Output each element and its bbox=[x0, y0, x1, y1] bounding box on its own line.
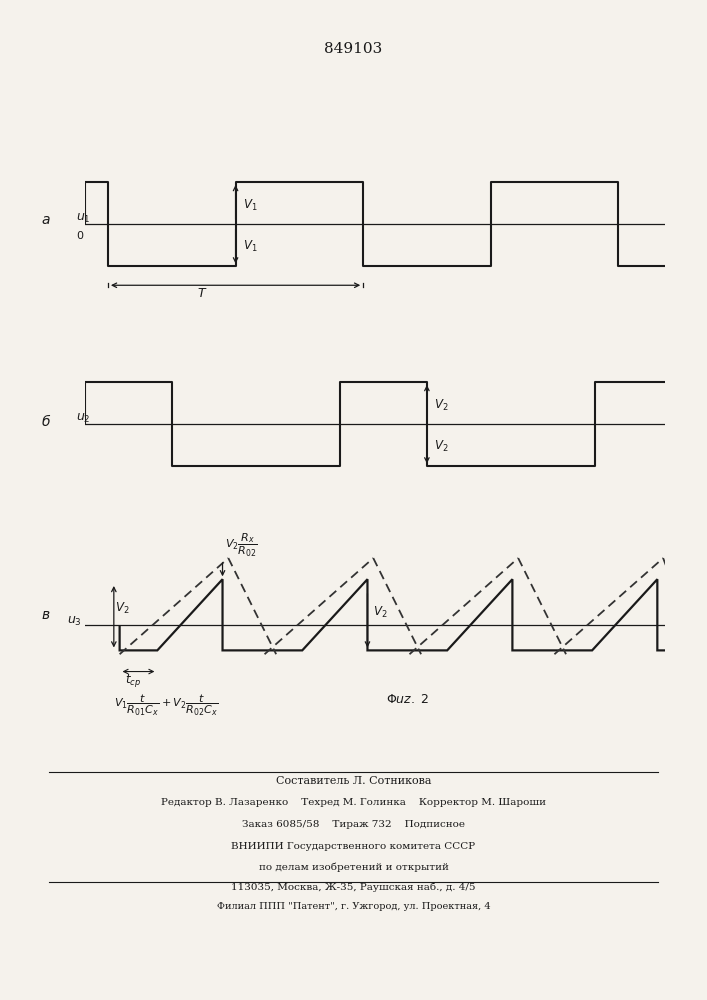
Text: $V_2$: $V_2$ bbox=[434, 398, 448, 413]
Text: 113035, Москва, Ж-35, Раушская наб., д. 4/5: 113035, Москва, Ж-35, Раушская наб., д. … bbox=[231, 882, 476, 892]
Text: $V_1$: $V_1$ bbox=[243, 198, 257, 213]
Text: ВНИИПИ Государственного комитета СССР: ВНИИПИ Государственного комитета СССР bbox=[231, 842, 476, 851]
Text: Составитель Л. Сотникова: Составитель Л. Сотникова bbox=[276, 776, 431, 786]
Text: $V_2$: $V_2$ bbox=[373, 605, 387, 620]
Text: $V_2\dfrac{R_x}{R_{02}}$: $V_2\dfrac{R_x}{R_{02}}$ bbox=[226, 532, 258, 559]
Text: $0$: $0$ bbox=[76, 229, 84, 241]
Text: Филиал ППП "Патент", г. Ужгород, ул. Проектная, 4: Филиал ППП "Патент", г. Ужгород, ул. Про… bbox=[216, 902, 491, 911]
Text: $u_3$: $u_3$ bbox=[67, 614, 82, 628]
Text: 849103: 849103 bbox=[325, 42, 382, 56]
Text: $u_1$: $u_1$ bbox=[76, 212, 90, 225]
Text: $t_{cp}$: $t_{cp}$ bbox=[125, 672, 141, 689]
Text: в: в bbox=[42, 608, 50, 622]
Text: Редактор В. Лазаренко    Техред М. Голинка    Корректор М. Шароши: Редактор В. Лазаренко Техред М. Голинка … bbox=[161, 798, 546, 807]
Text: $u_2$: $u_2$ bbox=[76, 412, 90, 425]
Text: $T$: $T$ bbox=[197, 287, 208, 300]
Text: $V_1\dfrac{t}{R_{01}C_x}+V_2\dfrac{t}{R_{02}C_x}$: $V_1\dfrac{t}{R_{01}C_x}+V_2\dfrac{t}{R_… bbox=[114, 693, 218, 718]
Text: Заказ 6085/58    Тираж 732    Подписное: Заказ 6085/58 Тираж 732 Подписное bbox=[242, 820, 465, 829]
Text: $V_2$: $V_2$ bbox=[434, 439, 448, 454]
Text: $V_1$: $V_1$ bbox=[243, 239, 257, 254]
Text: по делам изобретений и открытий: по делам изобретений и открытий bbox=[259, 862, 448, 871]
Text: $\Phi u z.\ 2$: $\Phi u z.\ 2$ bbox=[386, 693, 430, 706]
Text: б: б bbox=[42, 415, 50, 429]
Text: $V_2$: $V_2$ bbox=[115, 601, 129, 616]
Text: a: a bbox=[42, 213, 50, 227]
